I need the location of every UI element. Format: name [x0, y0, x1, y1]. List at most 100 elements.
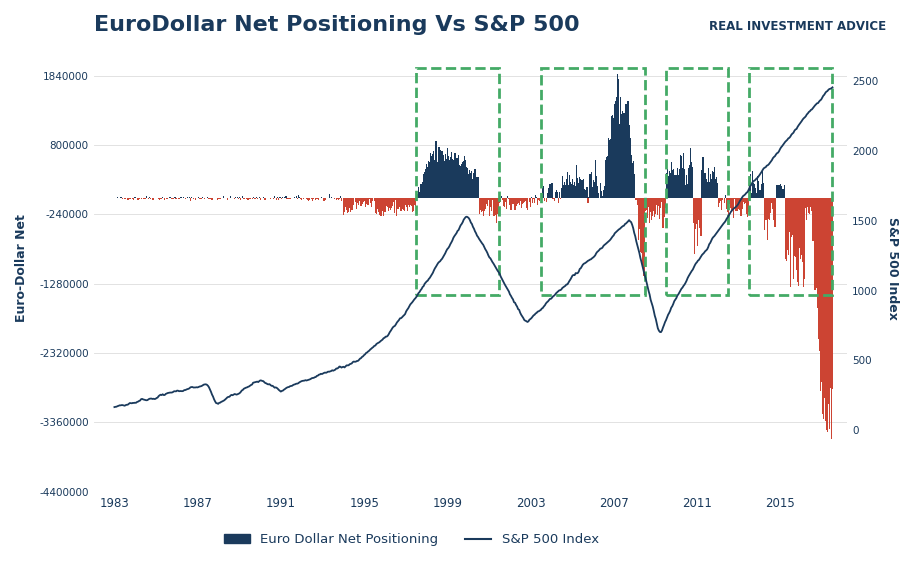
Bar — [236, 197, 238, 199]
Bar — [579, 177, 580, 199]
Bar — [551, 183, 553, 199]
Bar — [239, 197, 240, 199]
Bar — [242, 196, 243, 199]
Bar — [746, 199, 747, 214]
Bar — [808, 199, 810, 213]
Bar — [543, 186, 545, 199]
Bar — [408, 199, 409, 205]
Bar — [828, 199, 829, 404]
Bar — [792, 199, 793, 235]
Bar — [775, 197, 777, 199]
Bar — [460, 166, 462, 199]
Bar — [281, 197, 282, 199]
Bar — [557, 192, 558, 199]
Bar — [715, 179, 716, 199]
Bar — [712, 171, 713, 199]
Bar — [605, 160, 606, 199]
Bar — [787, 199, 788, 250]
Bar — [248, 199, 249, 200]
Bar — [571, 183, 572, 199]
Bar — [576, 165, 578, 199]
Bar — [758, 181, 760, 199]
Bar — [382, 199, 383, 211]
Bar — [335, 199, 337, 200]
Bar — [541, 197, 542, 199]
Bar — [812, 199, 813, 211]
Bar — [496, 199, 497, 223]
Bar — [621, 98, 622, 199]
Bar — [152, 199, 153, 200]
Bar — [491, 199, 492, 210]
Bar — [535, 195, 537, 199]
Bar — [596, 176, 597, 199]
Bar — [386, 199, 388, 206]
Bar — [707, 168, 708, 199]
Bar — [595, 160, 596, 199]
Bar — [433, 151, 434, 199]
Bar — [252, 197, 254, 199]
Bar — [240, 199, 241, 200]
Bar — [651, 199, 653, 219]
Bar — [285, 196, 286, 199]
Bar — [405, 199, 406, 205]
Bar — [299, 197, 300, 199]
Bar — [717, 199, 719, 208]
Bar — [585, 190, 587, 199]
Bar — [452, 158, 453, 199]
Bar — [832, 199, 833, 389]
Bar — [322, 197, 323, 199]
Bar — [574, 182, 575, 199]
Bar — [426, 164, 427, 199]
Bar — [750, 193, 752, 199]
Bar — [399, 199, 400, 207]
Bar — [259, 197, 260, 199]
Bar — [825, 199, 827, 430]
Bar — [419, 192, 420, 199]
Bar — [127, 199, 128, 200]
Bar — [699, 199, 700, 228]
Bar — [732, 199, 733, 210]
Bar — [666, 68, 728, 295]
Bar — [464, 156, 465, 199]
Bar — [664, 199, 665, 208]
Bar — [733, 199, 735, 218]
Bar — [442, 155, 443, 199]
Bar — [351, 199, 352, 210]
Bar — [449, 160, 450, 199]
Bar — [539, 199, 540, 201]
Bar — [829, 199, 830, 429]
Bar — [711, 179, 712, 199]
Bar — [217, 199, 218, 200]
Bar — [598, 192, 599, 199]
Bar — [474, 169, 475, 199]
Bar — [749, 174, 751, 199]
Bar — [657, 199, 658, 215]
Bar — [831, 199, 832, 439]
Bar — [788, 199, 789, 255]
Bar — [346, 199, 347, 210]
Bar — [592, 180, 594, 199]
Bar — [616, 98, 617, 199]
Bar — [444, 155, 446, 199]
Bar — [770, 199, 771, 220]
Bar — [753, 183, 754, 199]
Bar — [398, 199, 399, 209]
Bar — [520, 199, 521, 201]
Bar — [789, 199, 790, 232]
Bar — [120, 197, 122, 199]
Bar — [463, 161, 464, 199]
Bar — [363, 199, 364, 202]
Bar — [731, 199, 732, 212]
Bar — [415, 199, 416, 206]
Bar — [555, 192, 556, 199]
Bar — [765, 199, 766, 220]
Bar — [756, 193, 757, 199]
Bar — [778, 185, 779, 199]
Bar — [293, 197, 294, 199]
Bar — [819, 199, 820, 351]
Bar — [783, 185, 785, 199]
Bar — [264, 199, 265, 200]
Bar — [521, 199, 522, 208]
Bar — [757, 176, 758, 199]
Bar — [364, 199, 365, 201]
